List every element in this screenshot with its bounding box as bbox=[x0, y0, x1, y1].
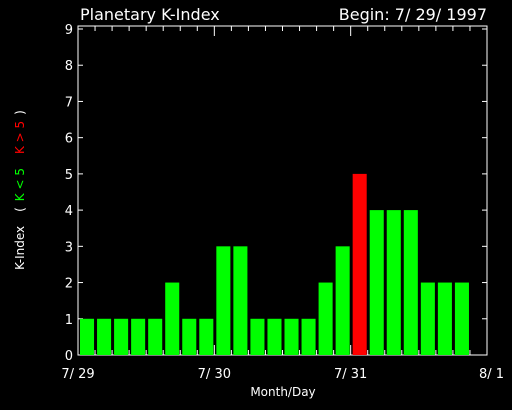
k-index-bar bbox=[352, 173, 367, 355]
y-tick-label: 5 bbox=[65, 168, 73, 183]
y-axis-label-high: K > 5 bbox=[13, 121, 27, 154]
k-index-bar bbox=[386, 210, 401, 355]
k-index-bar bbox=[403, 210, 418, 355]
y-tick-label: 4 bbox=[65, 204, 73, 219]
y-axis-label-low: K < 5 bbox=[13, 168, 27, 201]
k-index-bar bbox=[131, 318, 146, 355]
x-tick-label: 7/ 31 bbox=[334, 367, 367, 382]
k-index-bar bbox=[267, 318, 282, 355]
k-index-bar bbox=[114, 318, 129, 355]
k-index-bar bbox=[148, 318, 163, 355]
k-index-bar bbox=[250, 318, 265, 355]
k-index-bar bbox=[233, 246, 248, 355]
k-index-bar bbox=[80, 318, 95, 355]
k-index-bar bbox=[454, 282, 469, 355]
y-tick-label: 3 bbox=[65, 240, 73, 255]
y-axis-label: K-Index ( K < 5 K > 5) bbox=[13, 110, 27, 270]
y-tick-label: 9 bbox=[65, 23, 73, 38]
k-index-bar bbox=[165, 282, 180, 355]
k-index-bar bbox=[284, 318, 299, 355]
chart-title: Planetary K-Index bbox=[80, 5, 220, 24]
y-tick-label: 6 bbox=[65, 132, 73, 147]
k-index-bar bbox=[216, 246, 231, 355]
k-index-bar bbox=[437, 282, 452, 355]
k-index-bar bbox=[369, 210, 384, 355]
y-tick-label: 8 bbox=[65, 59, 73, 74]
bar-series bbox=[80, 173, 469, 355]
k-index-bar bbox=[199, 318, 214, 355]
y-axis: 0 1 2 3 4 5 6 7 8 9 bbox=[65, 23, 487, 364]
x-tick-label: 8/ 1 bbox=[479, 367, 504, 382]
y-axis-label-open: ( bbox=[13, 207, 27, 212]
y-axis-label-close: ) bbox=[13, 110, 27, 115]
k-index-bar bbox=[301, 318, 316, 355]
k-index-bar bbox=[182, 318, 197, 355]
y-tick-label: 0 bbox=[65, 349, 73, 364]
x-axis-label: Month/Day bbox=[250, 385, 315, 399]
x-tick-label: 7/ 30 bbox=[198, 367, 231, 382]
y-tick-label: 7 bbox=[65, 95, 73, 110]
k-index-bar bbox=[335, 246, 350, 355]
x-axis: 7/ 29 7/ 30 7/ 31 8/ 1 bbox=[61, 26, 504, 382]
k-index-bar bbox=[97, 318, 112, 355]
k-index-bar bbox=[318, 282, 333, 355]
y-tick-label: 1 bbox=[65, 313, 73, 328]
y-tick-label: 2 bbox=[65, 277, 73, 292]
y-axis-label-prefix: K-Index bbox=[13, 226, 27, 270]
begin-date-label: Begin: 7/ 29/ 1997 bbox=[339, 5, 487, 24]
k-index-bar bbox=[420, 282, 435, 355]
x-tick-label: 7/ 29 bbox=[61, 367, 94, 382]
